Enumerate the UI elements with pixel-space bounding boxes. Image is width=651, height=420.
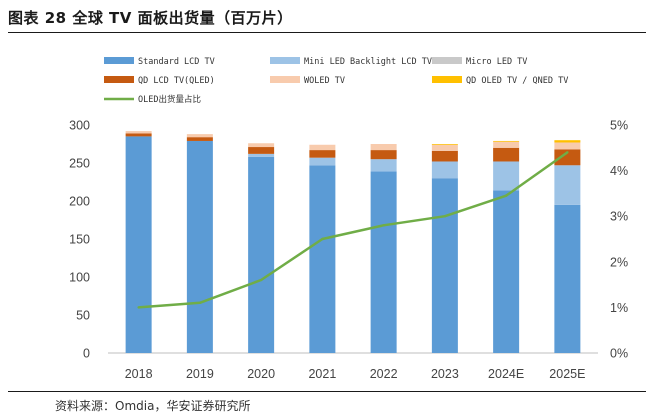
bar-qd-lcd-tv-qled-2024e — [493, 147, 520, 162]
legend-label-woled-tv: WOLED TV — [304, 76, 345, 86]
bar-standard-lcd-tv-2018 — [125, 136, 152, 353]
bar-mini-led-backlight-lcd-tv-2021 — [309, 157, 336, 166]
bar-qd-lcd-tv-qled-2020 — [248, 147, 275, 154]
bar-qd-lcd-tv-qled-2022 — [370, 150, 397, 160]
y-left-tick-label: 100 — [69, 271, 90, 285]
bar-woled-tv-2022 — [370, 144, 397, 151]
y-right-tick-label: 4% — [610, 164, 628, 178]
bar-standard-lcd-tv-2023 — [431, 178, 458, 353]
y-right-tick-label: 2% — [610, 255, 628, 269]
legend-label-micro-led-tv: Micro LED TV — [466, 57, 527, 67]
bar-woled-tv-2025e — [554, 142, 581, 150]
line-oled-share — [138, 151, 569, 309]
legend-label-mini-led-backlight-lcd-tv: Mini LED Backlight LCD TV — [304, 57, 432, 67]
y-left-tick-label: 300 — [69, 119, 90, 133]
y-left-tick-label: 50 — [76, 309, 90, 323]
bar-woled-tv-2018 — [125, 131, 152, 134]
y-right-tick-label: 0% — [610, 347, 628, 361]
y-right-tick-label: 5% — [610, 119, 628, 133]
x-tick-label: 2025E — [549, 367, 585, 381]
bar-standard-lcd-tv-2019 — [186, 140, 213, 353]
bar-standard-lcd-tv-2022 — [370, 171, 397, 353]
legend-label-standard-lcd-tv: Standard LCD TV — [138, 57, 215, 67]
legend-swatch-standard-lcd-tv — [104, 57, 134, 64]
line-point-2020 — [259, 278, 263, 282]
bar-qd-lcd-tv-qled-2025e — [554, 149, 581, 166]
bar-woled-tv-2024e — [493, 141, 520, 148]
line-point-2018 — [137, 306, 140, 309]
x-tick-label: 2019 — [186, 367, 214, 381]
bar-woled-tv-2020 — [248, 143, 275, 148]
legend-swatch-qd-oled-tv-qned-tv — [432, 76, 462, 83]
bar-qd-lcd-tv-qled-2019 — [186, 137, 213, 141]
bar-mini-led-backlight-lcd-tv-2020 — [248, 153, 275, 157]
line-point-2019 — [198, 301, 202, 305]
legend-swatch-micro-led-tv — [432, 57, 462, 64]
bar-qd-lcd-tv-qled-2018 — [125, 133, 152, 137]
title-divider — [8, 32, 646, 33]
x-tick-label: 2021 — [308, 367, 336, 381]
y-left-tick-label: 200 — [69, 195, 90, 209]
x-tick-label: 2018 — [125, 367, 153, 381]
y-left-tick-label: 0 — [83, 347, 90, 361]
x-tick-label: 2023 — [431, 367, 459, 381]
bar-qd-oled-tv-qned-tv-2023 — [431, 144, 458, 145]
line-point-2022 — [382, 224, 385, 227]
bar-mini-led-backlight-lcd-tv-2024e — [493, 161, 520, 191]
line-point-2024e — [504, 194, 508, 197]
line-point-2023 — [443, 215, 447, 218]
x-tick-label: 2022 — [370, 367, 398, 381]
legend-swatch-mini-led-backlight-lcd-tv — [270, 57, 300, 64]
legend-swatch-woled-tv — [270, 76, 300, 83]
source-divider — [8, 391, 646, 392]
y-right-tick-label: 3% — [610, 210, 628, 224]
legend-swatch-qd-lcd-tv-qled — [104, 76, 134, 83]
legend-label-qd-lcd-tv-qled: QD LCD TV(QLED) — [138, 76, 215, 86]
bar-standard-lcd-tv-2020 — [248, 156, 275, 353]
y-right-tick-label: 1% — [610, 301, 628, 315]
line-point-2021 — [321, 237, 324, 241]
y-left-tick-label: 150 — [69, 233, 90, 247]
bar-qd-lcd-tv-qled-2023 — [431, 150, 458, 162]
bar-standard-lcd-tv-2024e — [493, 190, 520, 353]
bar-standard-lcd-tv-2025e — [554, 204, 581, 353]
bar-mini-led-backlight-lcd-tv-2025e — [554, 165, 581, 205]
bar-qd-oled-tv-qned-tv-2025e — [554, 140, 581, 143]
y-left-tick-label: 250 — [69, 157, 90, 171]
source-note: 资料来源：Omdia，华安证券研究所 — [55, 399, 251, 413]
legend-label-oled-share: OLED出货量占比 — [138, 94, 201, 105]
bar-woled-tv-2023 — [431, 144, 458, 151]
bar-standard-lcd-tv-2021 — [309, 165, 336, 353]
legend-label-qd-oled-tv-qned-tv: QD OLED TV / QNED TV — [466, 76, 568, 86]
bar-woled-tv-2019 — [186, 134, 213, 138]
bar-mini-led-backlight-lcd-tv-2022 — [370, 159, 397, 172]
bar-woled-tv-2021 — [309, 144, 336, 151]
bar-qd-lcd-tv-qled-2021 — [309, 150, 336, 158]
line-point-2025e — [566, 151, 569, 154]
figure-title: 图表 28 全球 TV 面板出货量（百万片） — [8, 9, 293, 27]
x-tick-label: 2020 — [247, 367, 275, 381]
bar-mini-led-backlight-lcd-tv-2023 — [431, 161, 458, 179]
bar-qd-oled-tv-qned-tv-2024e — [493, 140, 520, 142]
x-tick-label: 2024E — [488, 367, 524, 381]
